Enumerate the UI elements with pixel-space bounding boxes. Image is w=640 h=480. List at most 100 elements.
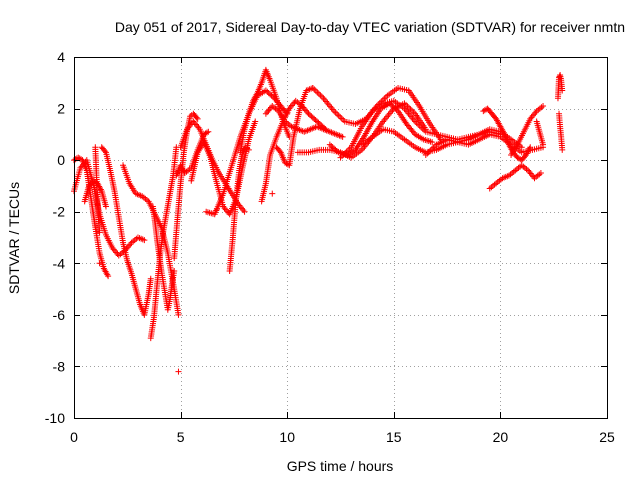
data-point <box>138 235 145 242</box>
x-tick-label: 10 <box>279 429 295 445</box>
data-marks <box>71 66 566 375</box>
series-arc-4 <box>92 144 103 236</box>
data-point <box>527 144 534 151</box>
data-point <box>387 101 394 108</box>
y-tick-label: -6 <box>53 307 66 323</box>
data-point <box>175 368 182 375</box>
data-point <box>265 90 272 97</box>
data-point <box>264 88 271 95</box>
y-tick-label: 0 <box>57 152 65 168</box>
x-tick-label: 15 <box>386 429 402 445</box>
series-arc-26 <box>486 162 544 192</box>
chart-title: Day 051 of 2017, Sidereal Day-to-day VTE… <box>115 19 625 35</box>
data-point <box>309 114 316 121</box>
data-point <box>102 203 109 210</box>
data-point <box>329 144 336 151</box>
data-point <box>333 148 340 155</box>
data-point <box>425 149 432 156</box>
data-point <box>338 115 345 122</box>
series-arc-5 <box>98 144 154 318</box>
data-point <box>392 105 399 112</box>
data-point <box>171 268 178 275</box>
data-point <box>147 275 154 282</box>
data-point <box>194 115 201 122</box>
series-arc-22 <box>337 97 504 161</box>
data-point <box>269 190 276 197</box>
data-point <box>429 139 436 146</box>
data-point <box>337 114 344 121</box>
data-point <box>339 133 346 140</box>
data-point <box>311 115 318 122</box>
data-point <box>331 145 338 152</box>
grid <box>74 57 607 418</box>
data-point <box>335 112 342 119</box>
data-point <box>141 237 148 244</box>
data-point <box>306 112 313 119</box>
series-arc-27 <box>508 102 547 158</box>
plot-frame <box>74 57 608 419</box>
data-point <box>559 146 566 153</box>
y-tick-label: -4 <box>53 255 66 271</box>
data-point <box>318 93 325 100</box>
y-tick-label: -8 <box>53 358 66 374</box>
y-tick-label: -2 <box>53 204 66 220</box>
data-point <box>381 95 388 102</box>
data-point <box>332 146 339 153</box>
y-tick-labels: -10 -8 -6 -4 -2 0 2 4 <box>45 49 65 426</box>
series-arc-20 <box>309 84 444 143</box>
series-arc-30 <box>556 110 566 153</box>
series-arc-7 <box>147 144 180 342</box>
data-point <box>540 141 547 148</box>
series-outlier-points <box>96 190 276 375</box>
data-point <box>540 102 547 109</box>
data-point <box>305 110 312 117</box>
data-point <box>96 229 103 236</box>
data-point <box>96 260 103 267</box>
y-tick-label: 2 <box>57 101 65 117</box>
data-point <box>311 86 318 93</box>
data-point <box>312 117 319 124</box>
x-tick-label: 20 <box>493 429 509 445</box>
data-point <box>326 141 333 148</box>
data-point <box>315 90 322 97</box>
data-point <box>245 146 252 153</box>
series-arc-21 <box>326 100 436 158</box>
series-arc-25 <box>480 105 534 164</box>
data-point <box>262 87 269 94</box>
data-point <box>276 148 283 155</box>
data-point <box>389 102 396 109</box>
data-point <box>390 104 397 111</box>
x-tick-label: 5 <box>177 429 185 445</box>
data-point <box>334 111 341 118</box>
series-arc-8 <box>149 203 178 313</box>
data-point <box>317 92 324 99</box>
data-point <box>241 208 248 215</box>
data-point <box>314 118 321 125</box>
data-point <box>105 273 112 280</box>
x-tick-label: 0 <box>70 429 78 445</box>
data-point <box>382 94 389 101</box>
data-point <box>268 92 275 99</box>
series-arc-16 <box>258 97 329 205</box>
data-point <box>328 142 335 149</box>
series-arc-24 <box>422 131 547 158</box>
data-point <box>213 206 220 213</box>
x-axis-label: GPS time / hours <box>287 458 394 474</box>
x-tick-labels: 0 5 10 15 20 25 <box>70 429 615 445</box>
data-point <box>308 113 315 120</box>
y-tick-label: 4 <box>57 49 65 65</box>
data-point <box>175 311 182 318</box>
x-tick-label: 25 <box>599 429 615 445</box>
data-point <box>193 114 200 121</box>
data-point <box>559 87 566 94</box>
series-arc-28 <box>533 118 547 148</box>
data-point <box>518 144 525 151</box>
data-point <box>314 89 321 96</box>
axis-ticks <box>74 57 608 419</box>
data-point <box>332 109 339 116</box>
data-point <box>410 129 417 136</box>
data-point <box>101 148 108 155</box>
data-point <box>252 118 259 125</box>
data-point <box>203 129 210 136</box>
